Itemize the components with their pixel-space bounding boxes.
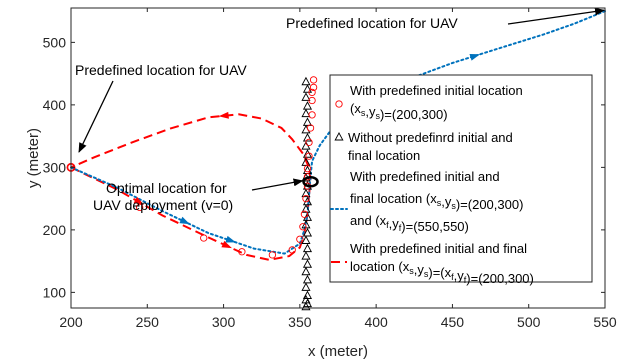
- legend-entry-text: final location: [348, 148, 420, 163]
- data-point-circle: [300, 210, 309, 218]
- annotation-arrow: [507, 7, 605, 25]
- axes: 200 250 300 350 400 450 500 550 100 200 300 400 500: [43, 8, 617, 330]
- annotation-arrow: [78, 80, 114, 153]
- x-tick-label: 350: [288, 314, 312, 330]
- annotation-arrow: [251, 178, 304, 191]
- optimal-location-marker: [302, 176, 319, 188]
- x-tick-label: 400: [364, 314, 388, 330]
- direction-arrow-s4: [218, 111, 229, 119]
- annotation-text-optimal: Optimal location for: [106, 180, 227, 196]
- data-point-triangle: [302, 133, 313, 142]
- y-tick-label: 300: [43, 159, 67, 175]
- data-point-triangle: [301, 108, 311, 118]
- x-tick-label: 300: [212, 314, 236, 330]
- data-point-triangle: [302, 259, 313, 268]
- data-point-circle: [306, 124, 315, 132]
- annotation-layer: Predefined location for UAV Predefined lo…: [66, 7, 605, 213]
- data-point-triangle: [301, 235, 311, 244]
- data-point-circle: [302, 194, 310, 203]
- legend-entry-text: With predefined initial and: [350, 169, 500, 184]
- legend-entry-text: final location (xs,ys)=(200,300): [350, 191, 523, 212]
- data-point-circle: [288, 246, 296, 254]
- data-point-triangle: [301, 251, 311, 260]
- data-point-triangle: [302, 101, 313, 110]
- data-point-triangle: [301, 301, 311, 311]
- legend-entry-text: and (xf,yf)=(550,550): [350, 213, 469, 234]
- direction-arrow-s4: [221, 240, 232, 249]
- data-point-triangle: [302, 84, 313, 93]
- annotation-text-left: Predefined location for UAV: [75, 62, 247, 78]
- data-point-circle: [296, 235, 304, 243]
- legend-entry-text: Without predefinrd initial and: [348, 130, 513, 145]
- direction-arrow-s4: [133, 196, 145, 205]
- y-tick-label: 500: [43, 34, 67, 50]
- data-point-triangle: [301, 188, 311, 198]
- data-point-triangle: [302, 274, 313, 284]
- legend-symbol-triangle: [334, 132, 344, 141]
- data-point-triangle: [302, 149, 313, 158]
- data-point-triangle: [301, 76, 311, 86]
- plot-frame: [70, 7, 606, 309]
- data-point-circle: [308, 96, 316, 105]
- data-point-triangle: [302, 117, 313, 126]
- legend-symbol-circle: [335, 100, 343, 108]
- y-tick-label: 100: [43, 284, 67, 300]
- y-axis-label: y (meter): [25, 128, 42, 188]
- legend: With predefined initial location (xs,ys)=…: [329, 74, 593, 286]
- data-point-circle: [200, 234, 208, 242]
- direction-arrow-s3: [179, 216, 190, 225]
- direction-arrow-s3: [469, 53, 481, 61]
- x-tick-label: 450: [441, 314, 465, 330]
- data-point-triangle: [301, 204, 311, 213]
- x-tick-label: 500: [517, 314, 541, 330]
- data-point-circle: [299, 223, 307, 231]
- data-point-triangle: [301, 92, 311, 101]
- data-point-circle: [308, 111, 316, 119]
- legend-entry-text: location (xs,ys)=(xf,yf)=(200,300): [350, 259, 534, 286]
- data-point-triangle: [301, 282, 311, 291]
- legend-entry-text: With predefined initial and final: [350, 241, 527, 256]
- legend-entry-text: With predefined initial location: [350, 83, 523, 98]
- x-axis-label: x (meter): [308, 343, 368, 360]
- data-point-circle: [303, 164, 312, 173]
- data-point-triangle: [302, 228, 313, 237]
- data-point-circle: [309, 83, 318, 92]
- data-point-circle: [308, 88, 316, 97]
- legend-box: [329, 74, 593, 283]
- direction-arrow-s3: [225, 235, 236, 243]
- data-point-triangle: [302, 243, 313, 253]
- data-point-triangle: [301, 266, 311, 276]
- data-point-circle: [268, 251, 277, 259]
- data-point-circle: [305, 152, 313, 160]
- legend-entry-text: (xs,ys)=(200,300): [350, 101, 448, 122]
- data-point-circle: [309, 76, 318, 84]
- x-tick-label: 550: [593, 314, 617, 330]
- y-tick-label: 200: [43, 222, 67, 238]
- data-point-circle: [305, 138, 313, 147]
- annotation-text-top: Predefined location for UAV: [286, 15, 458, 31]
- x-tick-label: 200: [59, 314, 83, 330]
- data-point-circle: [238, 248, 246, 256]
- data-point-triangle: [302, 196, 313, 206]
- y-tick-label: 400: [43, 97, 67, 113]
- x-tick-label: 250: [136, 314, 160, 330]
- data-point-circle: [136, 203, 144, 212]
- annotation-text-optimal: UAV deployment (v=0): [93, 197, 233, 213]
